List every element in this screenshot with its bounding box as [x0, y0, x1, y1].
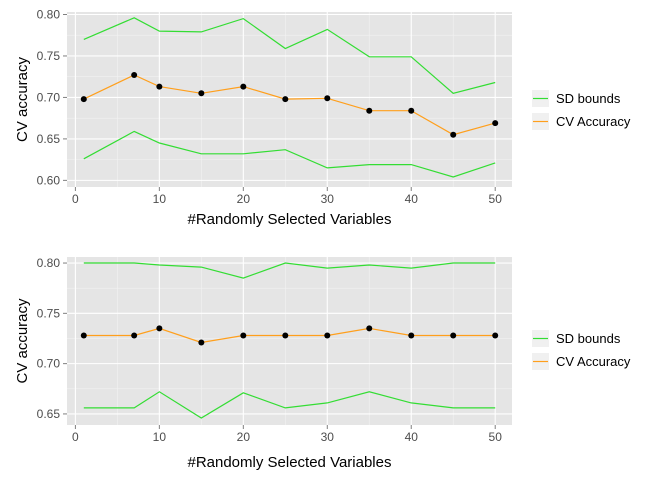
- bottom-cv-accuracy-point: [324, 332, 331, 339]
- top-cv-accuracy-point: [240, 83, 247, 90]
- bottom-sd-bound-upper-line: [83, 262, 496, 279]
- top-chart: 0 10 20 30 40 50 0.60 0.65 0.70 0.75 0.80 #Random…: [14, 7, 631, 228]
- bottom-x-tick-label: 30: [321, 430, 335, 444]
- bottom-legend-label-sd-bounds: SD bounds: [556, 331, 621, 346]
- bottom-y-tick-label: 0.70: [37, 357, 61, 371]
- top-cv-accuracy-point: [324, 95, 331, 102]
- bottom-cv-accuracy-point: [80, 332, 87, 339]
- top-legend-label-sd-bounds: SD bounds: [556, 91, 621, 106]
- top-x-axis-title: #Randomly Selected Variables: [187, 211, 391, 228]
- top-y-tick-label: 0.70: [37, 90, 61, 104]
- top-cv-accuracy-point: [282, 96, 289, 103]
- top-y-axis-title: CV accuracy: [14, 56, 31, 142]
- bottom-x-tick-label: 50: [489, 430, 503, 444]
- bottom-x-tick-label: 40: [405, 430, 419, 444]
- bottom-y-tick-label: 0.75: [37, 306, 61, 320]
- top-data-points: [80, 72, 499, 138]
- bottom-cv-accuracy-point: [131, 332, 138, 339]
- bottom-sd-bound-lower-line: [83, 391, 496, 419]
- top-cv-accuracy-point: [408, 107, 415, 114]
- top-x-tick-label: 0: [72, 192, 79, 206]
- top-sd-bound-lower-line: [83, 130, 496, 178]
- bottom-x-tick-label: 10: [153, 430, 167, 444]
- bottom-y-ticks: 0.65 0.70 0.75 0.80: [37, 256, 67, 421]
- top-y-tick-label: 0.65: [37, 132, 61, 146]
- bottom-cv-accuracy-point: [240, 332, 247, 339]
- top-y-tick-label: 0.60: [37, 173, 61, 187]
- bottom-cv-accuracy-point: [450, 332, 457, 339]
- bottom-x-axis-title: #Randomly Selected Variables: [187, 454, 391, 471]
- bottom-legend-label-cv-accuracy: CV Accuracy: [556, 354, 631, 369]
- top-legend-label-cv-accuracy: CV Accuracy: [556, 114, 631, 129]
- top-cv-accuracy-point: [492, 120, 499, 127]
- bottom-x-tick-label: 20: [237, 430, 251, 444]
- top-cv-accuracy-point: [156, 83, 163, 90]
- bottom-y-axis-title: CV accuracy: [14, 298, 31, 384]
- bottom-cv-accuracy-point: [492, 332, 499, 339]
- top-x-tick-label: 40: [405, 192, 419, 206]
- bottom-y-tick-label: 0.65: [37, 407, 61, 421]
- bottom-data-points: [80, 325, 499, 346]
- bottom-y-tick-label: 0.80: [37, 256, 61, 270]
- top-y-ticks: 0.60 0.65 0.70 0.75 0.80: [37, 7, 67, 187]
- bottom-cv-accuracy-point: [366, 325, 373, 332]
- top-x-tick-label: 10: [153, 192, 167, 206]
- top-grid: [67, 12, 512, 187]
- top-x-ticks: 0 10 20 30 40 50: [72, 187, 502, 206]
- top-x-tick-label: 30: [321, 192, 335, 206]
- top-legend: SD bounds CV Accuracy: [532, 90, 631, 130]
- bottom-cv-accuracy-point: [198, 339, 205, 346]
- bottom-chart: 0 10 20 30 40 50 0.65 0.70 0.75 0.80 #Randomly S…: [14, 256, 631, 471]
- bottom-cv-accuracy-point: [156, 325, 163, 332]
- top-x-tick-label: 20: [237, 192, 251, 206]
- top-x-tick-label: 50: [489, 192, 503, 206]
- top-cv-accuracy-point: [366, 107, 373, 114]
- bottom-plot-panel: [67, 257, 512, 425]
- top-sd-bound-upper-line: [83, 17, 496, 94]
- bottom-x-ticks: 0 10 20 30 40 50: [72, 425, 502, 444]
- bottom-cv-accuracy-point: [408, 332, 415, 339]
- bottom-x-tick-label: 0: [72, 430, 79, 444]
- top-cv-accuracy-point: [80, 96, 87, 103]
- top-cv-accuracy-point: [450, 131, 457, 138]
- bottom-legend: SD bounds CV Accuracy: [532, 330, 631, 370]
- top-cv-accuracy-point: [198, 90, 205, 97]
- top-cv-accuracy-point: [131, 72, 138, 79]
- top-y-tick-label: 0.80: [37, 7, 61, 21]
- bottom-cv-accuracy-point: [282, 332, 289, 339]
- top-y-tick-label: 0.75: [37, 49, 61, 63]
